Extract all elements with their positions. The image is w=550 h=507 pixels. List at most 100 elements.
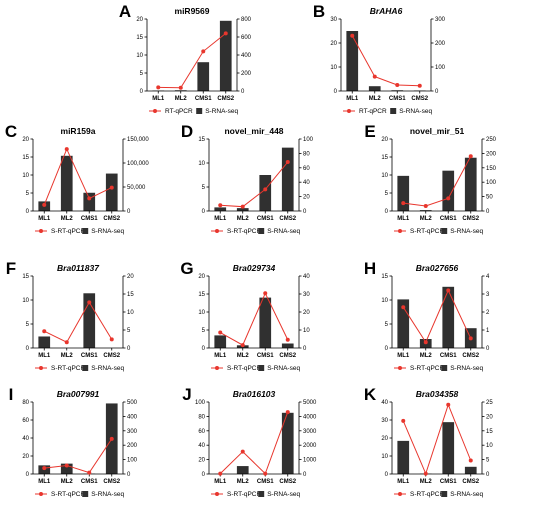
data-point [401, 201, 406, 206]
chart-title: Bra007991 [57, 389, 100, 399]
panel-label: D [181, 122, 193, 141]
chart-title: Bra016103 [233, 389, 276, 399]
x-tick-label: ML1 [38, 353, 51, 359]
series-line [351, 35, 420, 87]
data-point [401, 305, 406, 310]
y2-tick-label: 400 [241, 53, 252, 59]
x-tick-label: ML2 [61, 353, 74, 359]
x-tick-label: ML2 [61, 216, 74, 222]
y-tick-label: 0 [385, 472, 389, 478]
x-tick-label: CMS1 [257, 216, 274, 222]
y2-tick-label: 5000 [303, 400, 317, 406]
chart-title: Bra029734 [233, 263, 276, 273]
x-tick-label: CMS1 [389, 96, 406, 102]
y2-tick-label: 40 [303, 180, 310, 186]
y2-tick-label: 100,000 [127, 161, 149, 167]
legend-label: S-RT-qPCR [410, 491, 444, 498]
data-point [395, 83, 400, 87]
x-tick-label: ML1 [38, 479, 51, 485]
series-line [44, 301, 113, 343]
y-tick-label: 15 [136, 35, 143, 41]
data-point [350, 33, 355, 38]
y-tick-label: 10 [136, 53, 143, 59]
panel-label: K [364, 385, 377, 404]
data-point [218, 203, 223, 208]
bar [442, 286, 455, 348]
y-tick-label: 15 [198, 292, 205, 298]
y-tick-label: 20 [22, 454, 29, 460]
legend-bar-swatch [258, 228, 265, 234]
data-point [109, 185, 114, 190]
bar [281, 343, 294, 348]
x-tick-label: CMS2 [279, 479, 296, 485]
data-point [87, 196, 92, 201]
panel-label: I [9, 385, 14, 404]
y2-tick-label: 0 [303, 346, 307, 352]
legend-point-swatch [347, 109, 351, 113]
x-tick-label: CMS2 [462, 216, 479, 222]
legend-bar-swatch [82, 491, 89, 497]
y2-tick-label: 10 [486, 443, 493, 449]
x-tick-label: CMS1 [81, 353, 98, 359]
x-tick-label: CMS1 [440, 479, 457, 485]
bar [38, 336, 51, 348]
y-tick-label: 20 [136, 17, 143, 23]
legend-label: S-RNA-seq [450, 365, 483, 372]
y-tick-label: 0 [140, 89, 144, 95]
data-point [178, 85, 183, 90]
y-tick-label: 5 [385, 322, 389, 328]
y2-tick-label: 0 [127, 209, 131, 215]
y-tick-label: 0 [202, 209, 206, 215]
legend-bar-swatch [258, 365, 265, 371]
y2-tick-label: 200 [486, 151, 497, 157]
panel-g: G Bra029734 0 5 10 15 20 0 10 20 30 40 ML1 ML2 CMS1 CMS… [180, 259, 310, 372]
legend-point-swatch [398, 366, 402, 370]
data-point [109, 337, 114, 342]
y-tick-label: 10 [22, 298, 29, 304]
bar [464, 157, 477, 211]
series-line [158, 33, 227, 89]
y-tick-label: 100 [195, 400, 206, 406]
x-tick-label: ML2 [420, 353, 433, 359]
data-point [218, 471, 223, 476]
y2-tick-label: 200 [435, 41, 446, 47]
y2-tick-label: 0 [435, 89, 439, 95]
panel-f: F Bra011837 0 5 10 15 0 5 10 15 20 ML1 ML2 CMS1 CMS2 S-… [6, 259, 135, 372]
data-point [240, 449, 245, 454]
x-tick-label: ML1 [397, 216, 410, 222]
bar [397, 440, 410, 474]
y2-tick-label: 100 [127, 458, 138, 464]
x-tick-label: CMS2 [279, 216, 296, 222]
y2-tick-label: 1 [486, 328, 490, 334]
y2-tick-label: 25 [486, 400, 493, 406]
data-point [64, 340, 69, 345]
data-point [446, 288, 451, 293]
panel-label: E [364, 122, 375, 141]
y-tick-label: 20 [198, 458, 205, 464]
data-point [417, 83, 422, 88]
y-tick-label: 15 [381, 274, 388, 280]
bar [397, 299, 410, 348]
legend-point-swatch [398, 492, 402, 496]
y2-tick-label: 3 [486, 292, 490, 298]
panel-label: C [5, 122, 17, 141]
y-tick-label: 10 [22, 173, 29, 179]
y2-tick-label: 60 [303, 166, 310, 172]
y2-tick-label: 0 [486, 472, 490, 478]
legend-label: S-RT-qPCR [227, 365, 261, 372]
x-tick-label: ML1 [38, 216, 51, 222]
y-tick-label: 30 [381, 418, 388, 424]
legend-point-swatch [39, 366, 43, 370]
y2-tick-label: 50 [486, 195, 493, 201]
panel-label: B [313, 2, 325, 21]
x-tick-label: ML1 [214, 216, 227, 222]
y-tick-label: 0 [26, 472, 30, 478]
chart-title: Bra034358 [416, 389, 459, 399]
data-point [87, 300, 92, 305]
y2-tick-label: 100 [435, 65, 446, 71]
y-tick-label: 10 [381, 173, 388, 179]
legend-bar-swatch [258, 491, 265, 497]
data-point [201, 49, 206, 54]
